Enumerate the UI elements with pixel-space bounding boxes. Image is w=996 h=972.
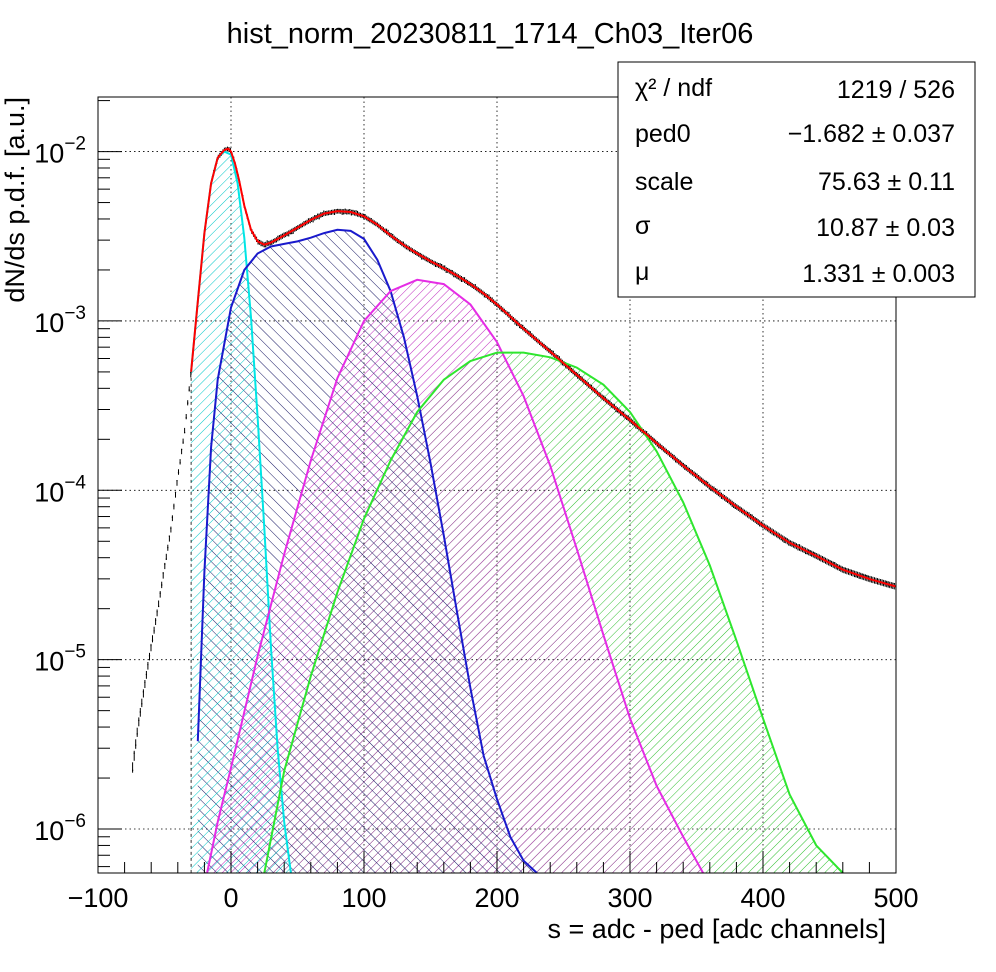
total-fit-curve (190, 147, 896, 588)
y-tick-label: 10−6 (34, 811, 86, 846)
stats-value-scale: 75.63 ± 0.11 (818, 168, 955, 196)
x-tick-label: 200 (474, 883, 519, 913)
fill-pedestal (191, 151, 291, 873)
stats-value-chi2: 1219 / 526 (837, 76, 955, 104)
component-fills (190, 151, 843, 873)
fit-curves (190, 147, 896, 873)
stats-value-mu: 1.331 ± 0.003 (802, 260, 955, 288)
y-tick-label: 10−3 (34, 303, 86, 338)
three-pe-curve (263, 351, 844, 873)
stats-label-sigma: σ (635, 212, 651, 240)
x-tick-label: 400 (740, 883, 785, 913)
one-pe-curve (196, 228, 538, 873)
x-tick-label: 0 (223, 883, 238, 913)
x-tick-label: −100 (68, 883, 129, 913)
stats-label-mu: μ (635, 258, 649, 286)
two-pe-curve (206, 278, 704, 873)
x-tick-label: 100 (341, 883, 386, 913)
axes: −100 0 100 200 300 400 500 10−6 10−5 10−4 10−3 10−2 (34, 100, 919, 913)
fill-1pe (197, 229, 537, 873)
stats-label-scale: scale (635, 168, 693, 196)
x-axis-label: s = adc - ped [adc channels] (548, 914, 886, 944)
y-tick-label: 10−2 (34, 134, 86, 169)
stats-label-ped0: ped0 (635, 120, 691, 148)
y-axis-label: dN/ds p.d.f. [a.u.] (0, 97, 30, 303)
chart-title: hist_norm_20230811_1714_Ch03_Iter06 (227, 18, 754, 50)
stats-label-chi2: χ² / ndf (635, 74, 712, 102)
y-tick-label: 10−5 (34, 642, 86, 677)
stats-box: χ² / ndf 1219 / 526 ped0 −1.682 ± 0.037 … (617, 61, 976, 298)
y-tick-label: 10−4 (34, 472, 86, 507)
stats-value-ped0: −1.682 ± 0.037 (788, 120, 955, 148)
x-tick-label: 500 (873, 883, 918, 913)
stats-value-sigma: 10.87 ± 0.03 (816, 214, 955, 242)
x-tick-label: 300 (607, 883, 652, 913)
